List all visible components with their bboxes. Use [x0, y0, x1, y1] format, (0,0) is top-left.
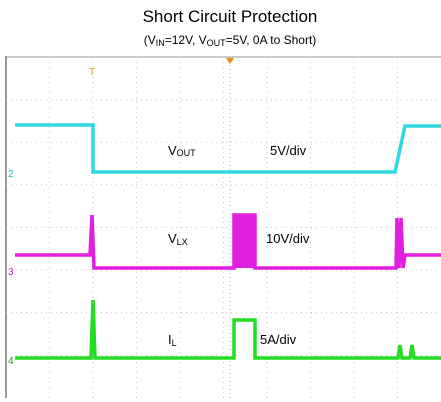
trace-label: VOUT [168, 143, 196, 158]
subtitle-sub: IN [156, 38, 165, 48]
label-sub: OUT [177, 148, 197, 158]
subtitle: (VIN=12V, VOUT=5V, 0A to Short) [144, 33, 317, 48]
trace-scale: 5V/div [270, 143, 307, 158]
trigger-marker: T [89, 67, 95, 78]
trace-label: IL [168, 332, 177, 348]
vout-trace [15, 123, 441, 174]
trigger-pos [226, 58, 234, 64]
subtitle-part: =5V, 0A to Short) [226, 33, 317, 47]
label-main: V [168, 143, 177, 158]
subtitle-sub: OUT [207, 38, 227, 48]
channel-marker: 2 [8, 169, 14, 180]
channel-marker: 4 [8, 356, 14, 367]
screen: T 2 3 4 VOUT 5V/div VLX 10V/div IL 5A/di… [5, 56, 441, 398]
trace-label: VLX [168, 231, 188, 247]
label-main: I [168, 332, 172, 347]
channel-marker: 3 [8, 267, 14, 278]
vlx-burst [234, 215, 255, 268]
title: Short Circuit Protection [143, 7, 318, 26]
il-trace [15, 299, 441, 360]
label-main: V [168, 231, 177, 246]
subtitle-part: =12V, V [165, 33, 207, 47]
subtitle-part: (V [144, 33, 156, 47]
trace-scale: 5A/div [260, 332, 297, 347]
label-sub: LX [177, 237, 188, 247]
trace-scale: 10V/div [266, 231, 310, 246]
label-sub: L [172, 338, 177, 348]
